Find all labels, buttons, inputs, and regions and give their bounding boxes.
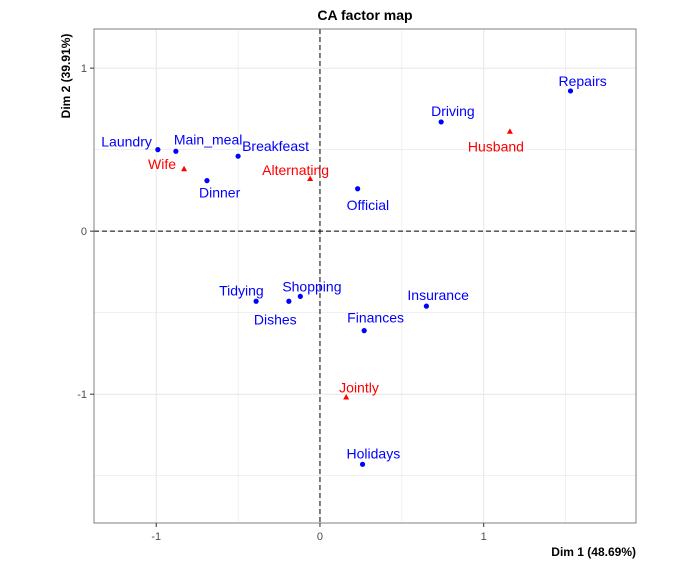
col-point [181,165,188,172]
row-point [438,119,444,125]
row-label: Finances [347,310,404,326]
y-tick-label: 0 [81,226,87,238]
plot-frame [93,28,637,524]
row-point [423,303,430,309]
row-label: Breakfeast [242,138,309,154]
y-tick-label: 1 [81,63,87,75]
reference-lines [94,29,636,523]
col-label: Jointly [339,379,379,395]
col-label: Husband [468,139,524,155]
row-label: Tidying [219,282,264,298]
row-point [173,148,179,154]
row-label: Dishes [254,311,297,327]
col-label: Wife [148,156,176,172]
row-point [155,147,161,153]
data-points [155,88,574,467]
row-label: Driving [431,103,475,119]
row-label: Official [347,197,390,213]
col-point [307,175,314,181]
row-point [361,328,367,334]
x-tick-label: 1 [481,531,487,543]
row-label: Repairs [559,73,607,89]
col-label: Alternating [262,162,329,178]
chart-title: CA factor map [317,7,412,23]
col-point [343,394,350,400]
y-axis-title: Dim 2 (39.91%) [59,34,73,119]
row-point [204,178,210,184]
row-label: Shopping [282,278,341,294]
x-tick-label: -1 [151,531,161,543]
row-point [235,153,241,159]
row-label: Insurance [407,287,469,303]
axis-ticks: -1 0 1 -1 0 1 [77,63,487,543]
row-label: Dinner [199,185,241,201]
row-point [286,298,292,304]
row-label: Laundry [101,134,152,150]
row-label: Holidays [347,445,401,461]
y-tick-label: -1 [77,389,87,401]
row-point [355,186,361,192]
x-tick-label: 0 [317,531,323,543]
row-point [567,88,574,94]
row-label: Main_meal [174,131,242,147]
x-axis-title: Dim 1 (48.69%) [551,545,636,559]
row-point [253,298,259,304]
row-point [297,293,303,299]
row-point [359,461,366,467]
point-labels: Laundry Main_meal Dinner Breakfeast Tidying D… [101,73,606,461]
col-point [506,128,513,134]
